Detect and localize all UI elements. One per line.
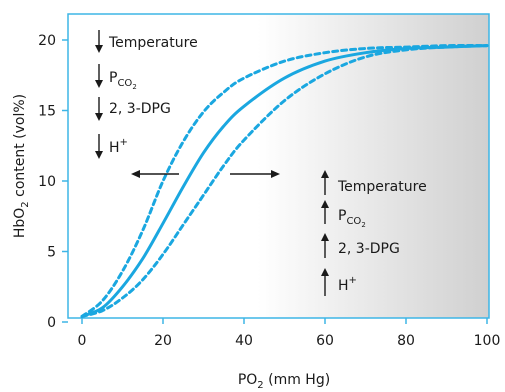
y-axis-label: HbO2 content (vol%) — [12, 94, 31, 238]
x-axis-label-rest: (mm Hg) — [264, 372, 331, 388]
left-arrow-h — [95, 134, 103, 159]
left-label-h-main: H — [109, 140, 120, 156]
right-label-h-sup: + — [349, 275, 357, 286]
right-label-pco2-sub: CO — [346, 216, 361, 227]
left-co2-digit: 2 — [132, 83, 136, 91]
left-label-pco2-sub: CO — [117, 78, 132, 89]
left-arrow-dpg — [95, 97, 103, 121]
y-tick-label: 0 — [47, 315, 56, 331]
x-tick-label: 100 — [474, 333, 501, 349]
left-label-temperature: Temperature — [108, 35, 198, 51]
right-arrow-dpg — [321, 233, 329, 258]
y-tick-label: 10 — [38, 174, 56, 190]
left-label-dpg: 2, 3-DPG — [109, 101, 171, 117]
right-label-temperature: Temperature — [337, 179, 427, 195]
right-arrow-pco2 — [321, 200, 329, 224]
x-axis-label-main: PO — [238, 372, 257, 388]
shift-left-arrow — [131, 170, 179, 178]
left-label-h: H+ — [109, 137, 128, 156]
x-axis-label: PO2 (mm Hg) — [238, 372, 330, 391]
y-tick-label: 15 — [38, 104, 56, 120]
right-label-h-main: H — [338, 278, 349, 294]
x-tick-label: 40 — [235, 333, 253, 349]
left-arrow-pco2 — [95, 64, 103, 88]
right-co2-digit: 2 — [361, 221, 365, 229]
y-axis-label-sub: 2 — [20, 201, 31, 207]
right-label-pco2-main: P — [338, 208, 346, 224]
right-label-dpg: 2, 3-DPG — [338, 241, 400, 257]
left-label-pco2: PCO2 — [109, 70, 137, 91]
curve-right-shift — [80, 44, 489, 318]
x-axis-label-sub: 2 — [257, 380, 263, 391]
left-arrow-temperature — [95, 30, 103, 53]
right-label-pco2: PCO2 — [338, 208, 366, 229]
y-tick-label: 5 — [47, 245, 56, 261]
right-arrow-h — [321, 268, 329, 296]
x-tick-label: 0 — [78, 333, 87, 349]
plot-background — [68, 14, 489, 318]
shift-right-arrow — [230, 170, 280, 178]
right-arrow-temperature — [321, 170, 329, 195]
y-axis-label-rest: content (vol%) — [12, 94, 28, 201]
series-layer — [80, 44, 489, 318]
curve-left-shift — [80, 44, 489, 318]
curve-normal — [80, 44, 489, 318]
left-label-h-sup: + — [120, 137, 128, 148]
x-tick-label: 60 — [316, 333, 334, 349]
y-tick-label: 20 — [38, 33, 56, 49]
x-tick-label: 20 — [154, 333, 172, 349]
x-tick-label: 80 — [397, 333, 415, 349]
y-axis-label-main: HbO — [12, 208, 28, 238]
right-annotation: Temperature PCO2 2, 3-DPG H+ — [321, 170, 427, 296]
ticks-layer: 0 20 40 60 80 100 0 5 10 15 20 — [38, 33, 500, 349]
right-label-h: H+ — [338, 275, 357, 294]
left-label-pco2-main: P — [109, 70, 117, 86]
plot-frame — [67, 13, 490, 319]
left-annotation: Temperature PCO2 2, 3-DPG H+ — [95, 30, 198, 159]
